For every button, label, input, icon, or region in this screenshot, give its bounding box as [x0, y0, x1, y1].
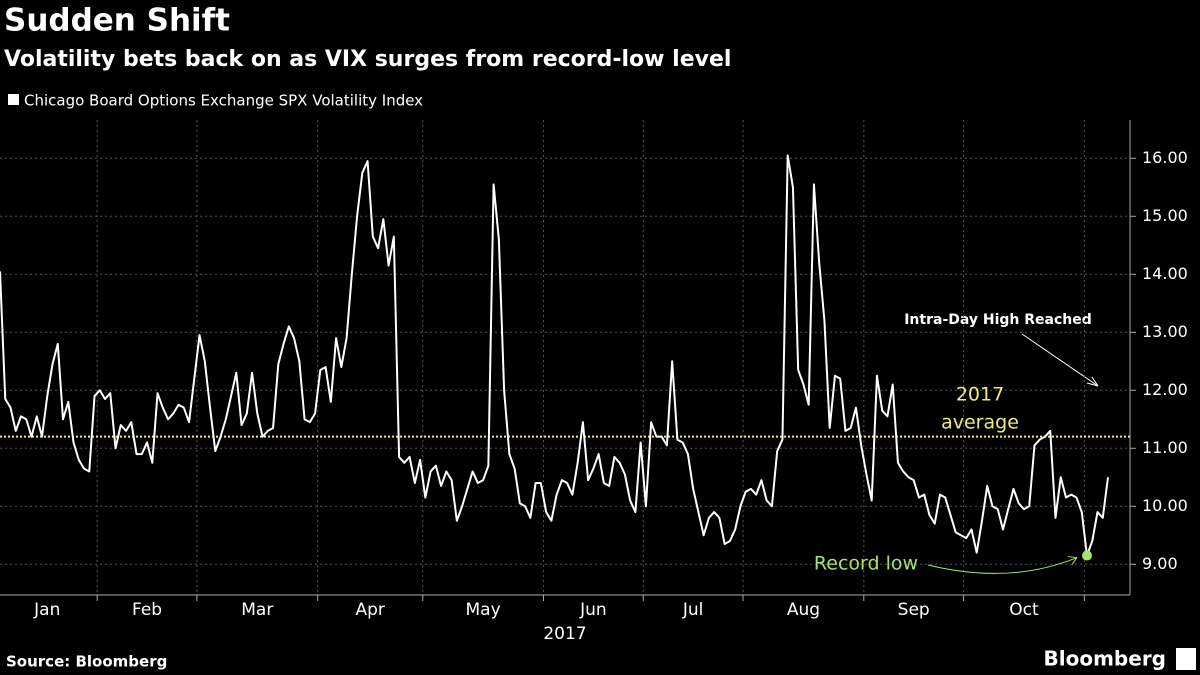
annotation-low-arrow: [927, 557, 1078, 574]
annotation-high: Intra-Day High Reached: [904, 312, 1092, 328]
y-tick-label: 11.00: [1142, 438, 1188, 457]
x-tick-label: Mar: [241, 600, 273, 620]
y-tick-label: 9.00: [1142, 554, 1178, 573]
average-label: average: [941, 412, 1019, 434]
data-line: [0, 154, 1109, 557]
x-tick-label: Jan: [33, 600, 60, 620]
y-tick-label: 14.00: [1142, 264, 1188, 283]
y-tick-label: 13.00: [1142, 322, 1188, 341]
annotation-arrow: [1021, 333, 1099, 387]
brand-icon: [1176, 648, 1196, 670]
x-tick-label: Apr: [355, 600, 384, 620]
annotation-low: Record low: [814, 553, 918, 575]
x-tick-label: Sep: [898, 600, 930, 620]
x-tick-label: Jun: [579, 600, 607, 620]
annotation-low-arrowhead: [1067, 556, 1078, 565]
legend-label: Chicago Board Options Exchange SPX Volat…: [24, 92, 423, 110]
record-low-dot: [1081, 550, 1092, 561]
y-tick-label: 15.00: [1142, 206, 1188, 225]
source: Source: Bloomberg: [6, 653, 167, 671]
average-label: 2017: [956, 384, 1004, 406]
y-tick-label: 12.00: [1142, 380, 1188, 399]
x-tick-label: Oct: [1009, 600, 1039, 620]
chart-subtitle: Volatility bets back on as VIX surges fr…: [4, 47, 731, 72]
chart-title: Sudden Shift: [4, 3, 230, 39]
x-tick-label: Aug: [787, 600, 820, 620]
y-tick-label: 10.00: [1142, 496, 1188, 515]
legend-swatch: [8, 94, 19, 105]
annotation-arrowhead: [1086, 376, 1099, 387]
x-tick-label: Feb: [132, 600, 162, 620]
x-tick-label: Jul: [682, 600, 704, 620]
y-tick-label: 16.00: [1142, 148, 1188, 167]
brand: Bloomberg: [1044, 647, 1166, 671]
x-axis-label: 2017: [543, 624, 586, 644]
x-tick-label: May: [466, 600, 501, 620]
